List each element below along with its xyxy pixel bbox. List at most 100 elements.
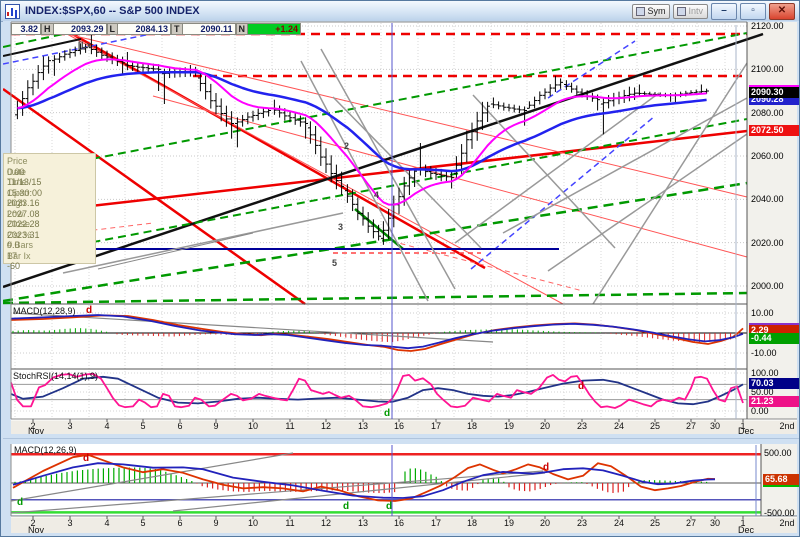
info-row: # Bars 17: [7, 240, 95, 261]
info-label: Date: [7, 166, 27, 177]
svg-text:11: 11: [285, 518, 294, 528]
info-label: Open: [7, 187, 30, 198]
svg-text:18: 18: [467, 518, 477, 528]
price-axis-label: 2020.00: [751, 237, 784, 248]
info-label: Time: [7, 177, 27, 187]
price-axis-label: 2080.00: [751, 107, 784, 118]
svg-text:3: 3: [67, 518, 72, 528]
svg-text:24: 24: [614, 518, 624, 528]
svg-text:2nd: 2nd: [779, 518, 794, 528]
value-box: 65.68: [763, 474, 799, 487]
wave-count-label: 4: [374, 190, 380, 200]
symbol-button[interactable]: Sym: [632, 4, 671, 19]
svg-text:25: 25: [650, 421, 660, 431]
wave-count-label: 5: [332, 258, 338, 268]
macd-axis-label: -10.00: [751, 348, 777, 358]
value-box: 2090.30: [749, 85, 799, 98]
info-label: Low: [7, 208, 24, 219]
svg-text:5: 5: [140, 518, 145, 528]
value-box: 2090.28: [749, 94, 799, 105]
info-row: Date 11/13/15: [7, 166, 95, 188]
cursor-info-panel: Price 0.00 Date 11/13/15 Time 15:30:00 Open 202…: [3, 153, 96, 272]
svg-text:30: 30: [710, 518, 720, 528]
lower-indicator-window: 2 Nov 3 4 5 6 9 10 11 12 13 16 17 18 19 20 23 24 25 27 30 1 De…: [3, 438, 799, 536]
divergence-marker: d: [343, 501, 350, 512]
symbol-icon: [636, 7, 646, 16]
close-button[interactable]: ✕: [769, 3, 795, 20]
svg-text:1: 1: [740, 518, 745, 528]
svg-text:4: 4: [104, 518, 109, 528]
svg-text:4: 4: [104, 421, 109, 431]
quote-field-value: 2093.29: [53, 23, 107, 35]
svg-text:6: 6: [177, 421, 182, 431]
minimize-button[interactable]: –: [711, 3, 737, 20]
divergence-marker: d: [17, 497, 24, 508]
svg-text:12: 12: [321, 421, 331, 431]
divergence-marker: d: [578, 381, 585, 392]
svg-text:2: 2: [30, 518, 35, 528]
svg-text:10: 10: [248, 518, 258, 528]
quote-field-value: 2084.13: [118, 23, 171, 35]
lower-macd-axis-label: -500.00: [764, 508, 795, 518]
info-row: Bar Ix -60: [7, 250, 95, 272]
quote-field-label: L: [106, 23, 118, 35]
svg-text:13: 13: [358, 421, 368, 431]
info-value: 0.0: [7, 240, 20, 250]
app-icon: [5, 3, 20, 19]
svg-text:23: 23: [577, 421, 587, 431]
svg-text:2: 2: [30, 421, 35, 431]
svg-text:13: 13: [358, 518, 368, 528]
restore-button[interactable]: ▫: [740, 3, 766, 20]
info-row: Open 2023.16: [7, 187, 95, 209]
info-value: 15:30:00: [7, 187, 43, 198]
info-value: -60: [7, 261, 21, 271]
quote-field-label: H: [41, 23, 54, 35]
price-axis-label: 2100.00: [751, 64, 784, 75]
divergence-marker: d: [83, 453, 90, 464]
svg-text:Dec: Dec: [738, 426, 755, 434]
info-label: Close: [7, 219, 31, 229]
svg-text:19: 19: [504, 421, 514, 431]
info-row: Time 15:30:00: [7, 177, 95, 198]
info-label: Bar Ix: [7, 250, 31, 261]
price-axis-label: 2120.00: [751, 21, 784, 31]
wave-count-label: [Lx: [78, 40, 92, 50]
value-box: 2072.50: [749, 125, 799, 136]
svg-text:16: 16: [394, 518, 404, 528]
quote-field-value: +1.24: [248, 23, 301, 35]
lower-macd-axis-label: 500.00: [764, 448, 792, 458]
value-box: 21.23: [749, 396, 799, 407]
svg-text:1: 1: [740, 421, 745, 431]
svg-text:5: 5: [140, 421, 145, 431]
info-row: Csr % 0.0: [7, 230, 95, 251]
info-value: 17: [7, 250, 18, 261]
svg-text:20: 20: [540, 518, 550, 528]
stoch-axis-label: 100.00: [751, 368, 779, 378]
quote-field-value: 3.82: [11, 23, 41, 35]
info-label: # Bars: [7, 240, 34, 250]
info-value: 2022.28: [7, 219, 40, 229]
value-box: 70.03: [749, 378, 799, 389]
interval-button[interactable]: Intv: [673, 4, 708, 19]
svg-text:Nov: Nov: [28, 426, 45, 434]
info-row: Close 2023.31: [7, 219, 95, 240]
svg-text:27: 27: [686, 421, 696, 431]
window-title: INDEX:$SPX,60 -- S&P 500 INDEX: [25, 5, 200, 17]
svg-text:30: 30: [710, 421, 720, 431]
svg-text:2nd: 2nd: [779, 421, 794, 431]
svg-text:11: 11: [285, 421, 294, 431]
svg-text:16: 16: [394, 421, 404, 431]
title-bar[interactable]: INDEX:$SPX,60 -- S&P 500 INDEX Sym Intv …: [1, 1, 799, 22]
svg-text:9: 9: [213, 518, 218, 528]
macd-pane-label: MACD(12,28,9): [13, 306, 76, 316]
svg-text:19: 19: [504, 518, 514, 528]
info-row: High 2027.08: [7, 198, 95, 219]
svg-text:9: 9: [213, 421, 218, 431]
price-axis-label: 2000.00: [751, 281, 784, 291]
divergence-marker: d: [384, 408, 391, 419]
upper-chart-window: 2 Nov 3 4 5 6 9 10 11 12 13 16 17 18 19 20 23 24 25 27 30 1 De…: [3, 21, 799, 438]
info-value: 2023.16: [7, 198, 40, 208]
